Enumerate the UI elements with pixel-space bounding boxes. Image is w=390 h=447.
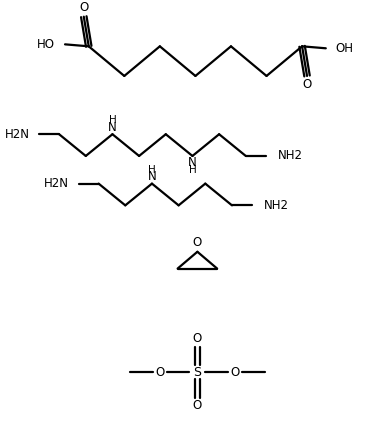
Text: H2N: H2N bbox=[4, 128, 30, 141]
Text: O: O bbox=[79, 1, 89, 14]
Text: N: N bbox=[108, 121, 117, 134]
Text: OH: OH bbox=[336, 42, 354, 55]
Text: NH2: NH2 bbox=[264, 199, 289, 212]
Text: O: O bbox=[230, 366, 239, 379]
Text: H: H bbox=[148, 165, 156, 175]
Text: H: H bbox=[108, 115, 116, 126]
Text: O: O bbox=[193, 236, 202, 249]
Text: O: O bbox=[193, 332, 202, 345]
Text: H2N: H2N bbox=[44, 177, 69, 190]
Text: N: N bbox=[147, 170, 156, 183]
Text: O: O bbox=[302, 78, 312, 91]
Text: O: O bbox=[155, 366, 165, 379]
Text: O: O bbox=[193, 399, 202, 413]
Text: NH2: NH2 bbox=[277, 149, 302, 162]
Text: N: N bbox=[188, 156, 197, 169]
Text: H: H bbox=[189, 165, 196, 175]
Text: S: S bbox=[193, 366, 201, 379]
Text: HO: HO bbox=[37, 38, 55, 51]
